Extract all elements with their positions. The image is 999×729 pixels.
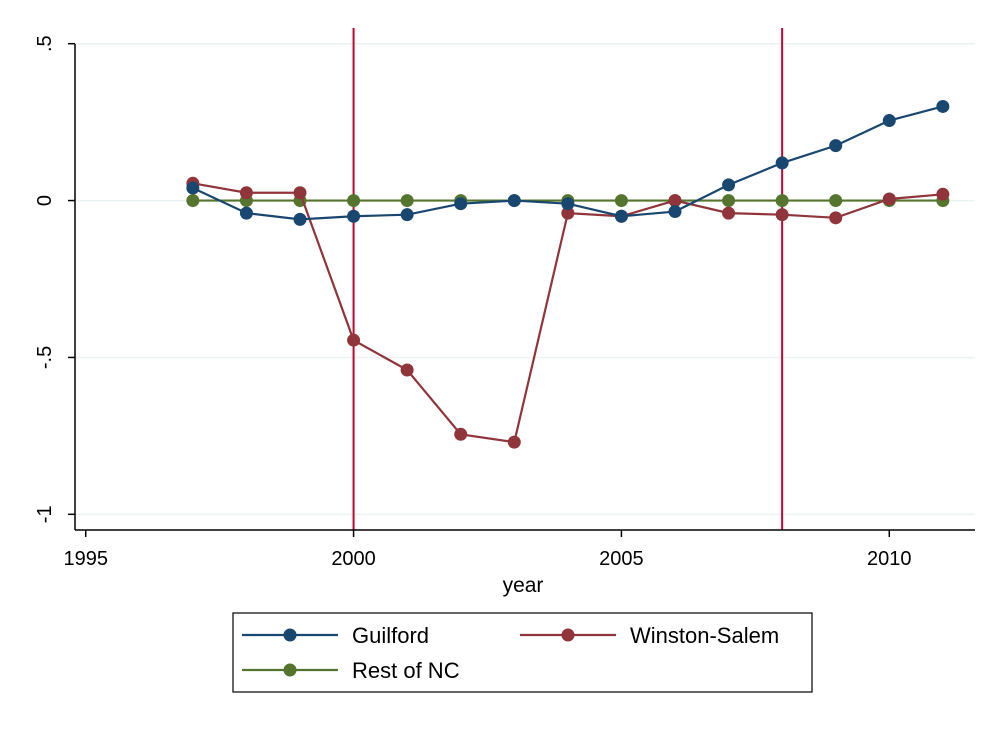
data-point-0-2002 — [454, 197, 468, 211]
y-tick-label: -1 — [34, 505, 56, 523]
data-point-2-2001 — [400, 194, 414, 208]
series-0 — [186, 99, 950, 226]
reference-lines — [352, 28, 784, 530]
legend: Guilford Winston-Salem Rest of NC — [232, 612, 813, 693]
x-tick-label: 1995 — [63, 548, 108, 570]
data-point-0-2010 — [882, 114, 896, 128]
data-point-2-2007 — [722, 194, 736, 208]
data-point-1-2006 — [668, 194, 682, 208]
data-point-0-2001 — [400, 208, 414, 222]
data-point-1-2004 — [561, 206, 575, 220]
data-point-1-2008 — [775, 208, 789, 222]
legend-marker-1 — [561, 628, 575, 642]
data-point-1-2001 — [400, 363, 414, 377]
data-point-2-2008 — [775, 194, 789, 208]
data-point-2-2000 — [347, 194, 361, 208]
y-tick-label: -.5 — [34, 346, 56, 369]
x-tick-label: 2000 — [331, 548, 376, 570]
data-point-1-2007 — [722, 206, 736, 220]
legend-label-1: Winston-Salem — [630, 623, 779, 648]
data-point-1-2000 — [347, 333, 361, 347]
y-tick-label: 0 — [34, 195, 56, 206]
data-point-0-2011 — [936, 99, 950, 113]
data-point-1-2010 — [882, 192, 896, 206]
data-point-0-2007 — [722, 178, 736, 192]
axes: .5 0 -.5 -1 1995 2000 2005 2010 — [34, 35, 975, 570]
data-point-0-2009 — [829, 139, 843, 153]
data-point-0-1998 — [239, 206, 253, 220]
data-point-1-2002 — [454, 427, 468, 441]
data-point-2-2009 — [829, 194, 843, 208]
data-point-1-1998 — [239, 186, 253, 200]
legend-label-2: Rest of NC — [352, 658, 460, 683]
data-point-0-2000 — [347, 209, 361, 223]
data-series — [186, 99, 950, 449]
data-point-2-2005 — [614, 194, 628, 208]
data-point-0-2006 — [668, 205, 682, 219]
data-point-2-1997 — [186, 194, 200, 208]
legend-label-0: Guilford — [352, 623, 429, 648]
data-point-0-1999 — [293, 212, 307, 226]
data-point-1-2011 — [936, 187, 950, 201]
x-tick-label: 2005 — [599, 548, 644, 570]
x-tick-label: 2010 — [867, 548, 912, 570]
data-point-0-2008 — [775, 156, 789, 170]
data-point-1-1999 — [293, 186, 307, 200]
legend-marker-2 — [283, 663, 297, 677]
x-axis-title: year — [503, 574, 544, 597]
data-point-1-2009 — [829, 211, 843, 225]
grid-lines — [75, 42, 975, 516]
legend-marker-0 — [283, 628, 297, 642]
series-1 — [186, 176, 950, 449]
data-point-0-1997 — [186, 181, 200, 195]
y-tick-label: .5 — [34, 35, 56, 52]
data-point-0-2003 — [507, 194, 521, 208]
data-point-0-2004 — [561, 197, 575, 211]
data-point-0-2005 — [614, 209, 628, 223]
data-point-1-2003 — [507, 435, 521, 449]
legend-box — [232, 612, 813, 693]
